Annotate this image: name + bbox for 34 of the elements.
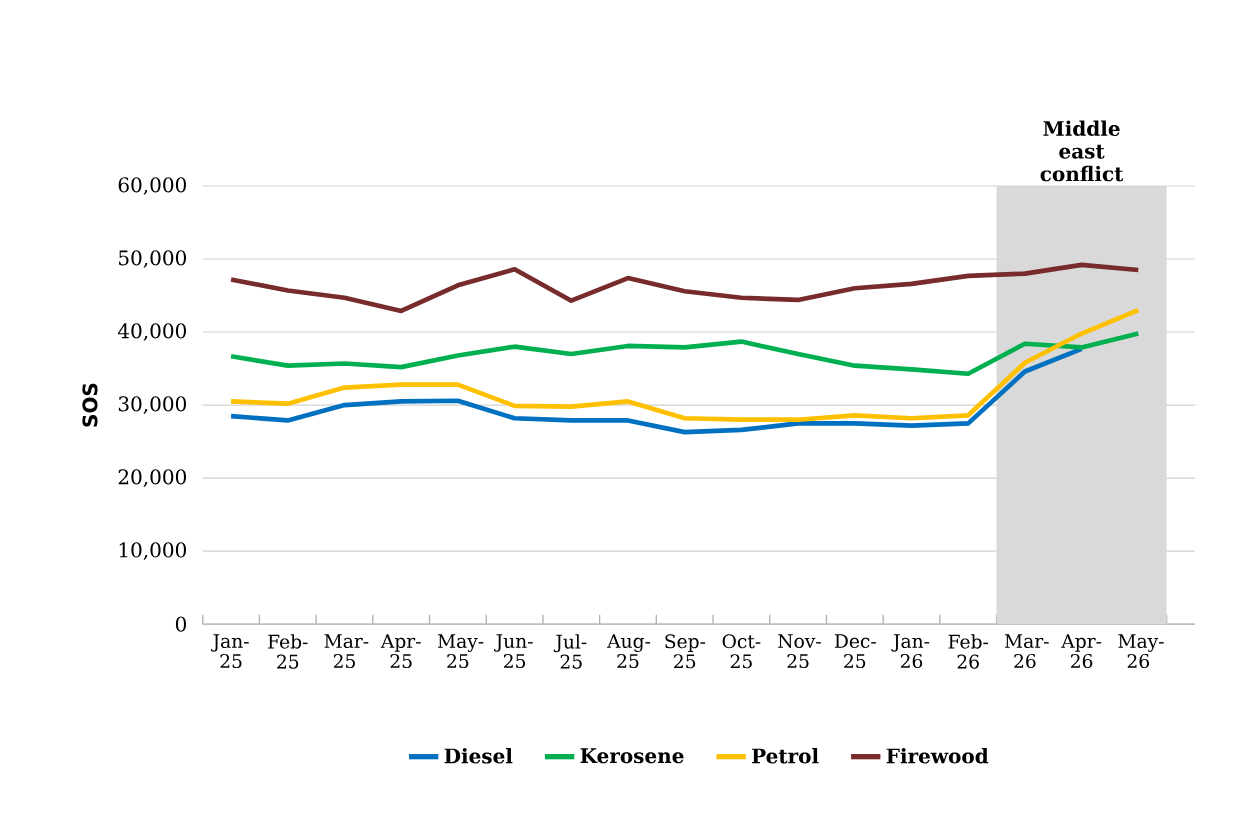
x-tick-label: Jul-25: [553, 634, 587, 669]
line-series: [228, 307, 1141, 423]
x-tick-label: Jan-26: [891, 634, 930, 669]
y-tick-label: 10,000: [119, 542, 186, 560]
y-tick-label: 50,000: [119, 250, 186, 268]
x-tick-label: Mar-25: [324, 634, 369, 669]
line-series: [228, 346, 1084, 435]
y-tick-label: 0: [175, 616, 187, 632]
x-tick-label: Feb-25: [268, 634, 308, 669]
y-tick-label: 60,000: [118, 177, 186, 195]
legend-label: Kerosene: [580, 748, 684, 764]
x-tick-label: Mar-26: [1004, 634, 1049, 669]
y-tick-label: 40,000: [117, 323, 186, 341]
line-series: [228, 262, 1141, 314]
x-tick-label: Jan-25: [211, 634, 249, 669]
legend-label: Firewood: [886, 748, 989, 764]
y-tick-label: 30,000: [118, 396, 186, 414]
x-tick-label: Apr-26: [1061, 634, 1102, 669]
x-tick-label: May-25: [437, 634, 484, 669]
legend-label: Diesel: [444, 748, 513, 764]
x-tick-label: May-26: [1118, 634, 1164, 669]
x-tick-label: Nov-25: [778, 634, 821, 669]
y-axis-title: SOS: [82, 383, 98, 427]
x-tick-label: Dec-25: [834, 634, 876, 669]
x-tick-label: Apr-25: [380, 634, 421, 669]
line-series: [228, 331, 1141, 377]
x-tick-label: Feb-26: [948, 634, 988, 669]
x-tick-label: Jun-25: [494, 634, 533, 669]
legend-label: Petrol: [752, 748, 819, 764]
x-tick-label: Oct-25: [722, 634, 761, 669]
x-tick-label: Sep-25: [665, 634, 706, 669]
band-label: Middle east conflict: [1040, 120, 1124, 182]
x-tick-label: Aug-25: [607, 634, 651, 669]
y-tick-label: 20,000: [118, 469, 186, 487]
